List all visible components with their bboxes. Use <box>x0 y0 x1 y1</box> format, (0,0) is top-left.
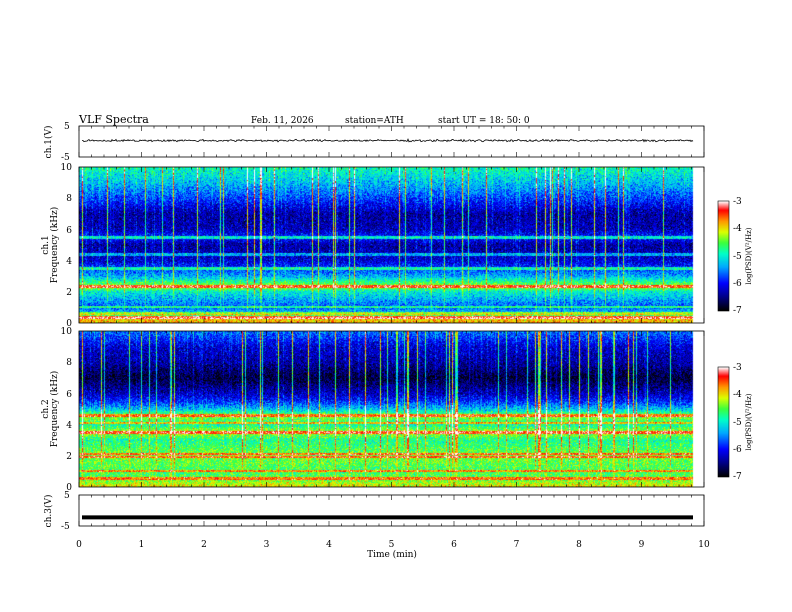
ch3-waveform-panel: 5 -5 ch.3(V) <box>43 491 705 532</box>
time-axis-tick-label: 3 <box>264 540 270 550</box>
time-axis-tick-label: 10 <box>698 540 710 550</box>
ch2-spec-ytick: 6 <box>66 390 72 400</box>
time-axis-tick-labels: 0 1 2 3 4 5 6 7 8 9 10 <box>76 540 710 550</box>
ch1-waveform-panel: 5 -5 ch.1(V) <box>43 122 705 163</box>
ch2-colorbar-tick: -5 <box>733 418 742 428</box>
ch2-colorbar-tick: -3 <box>733 363 742 373</box>
ch1-spec-ytick: 0 <box>66 319 72 329</box>
time-axis-label: Time (min) <box>367 549 417 560</box>
ch1-colorbar-tick: -6 <box>733 279 742 289</box>
ch3-ytick-top: 5 <box>64 491 70 501</box>
ch1-waveform-ylabel: ch.1(V) <box>43 126 54 159</box>
ch1-spec-ytick: 8 <box>66 194 72 204</box>
ch2-colorbar-gradient <box>718 367 729 477</box>
ch1-colorbar: -3 -4 -5 -6 -7 log(PSD)(V²/Hz) <box>717 197 753 316</box>
time-axis-tick-label: 9 <box>639 540 645 550</box>
ch1-ytick-top: 5 <box>64 122 70 132</box>
ch2-colorbar: -3 -4 -5 -6 -7 log(PSD)(V²/Hz) <box>717 363 753 482</box>
ch1-spec-ytick: 2 <box>66 288 72 298</box>
time-axis-tick-label: 2 <box>201 540 207 550</box>
ch1-spec-channel-label: ch.1 <box>41 235 51 254</box>
ch1-spec-frequency-label: Frequency (kHz) <box>49 207 60 284</box>
ch2-colorbar-tick: -4 <box>733 390 742 400</box>
ch3-ytick-bottom: -5 <box>61 522 70 532</box>
ch2-spec-ytick: 10 <box>61 327 73 337</box>
station-label: station=ATH <box>345 116 404 126</box>
ch1-spectrogram-panel: 0 2 4 6 8 10 ch.1 Frequency (kHz) -3 -4 … <box>41 163 753 329</box>
ch1-colorbar-tick: -7 <box>733 306 742 316</box>
time-axis-tick-label: 4 <box>326 540 332 550</box>
ch1-colorbar-tick: -3 <box>733 197 742 207</box>
ch1-colorbar-label: log(PSD)(V²/Hz) <box>745 227 753 284</box>
ch2-colorbar-tick: -6 <box>733 445 742 455</box>
time-axis-tick-label: 8 <box>576 540 582 550</box>
ch1-spec-ytick: 6 <box>66 226 72 236</box>
ch1-spectrogram-image <box>79 167 704 323</box>
ch1-ytick-bottom: -5 <box>61 153 70 163</box>
ch1-colorbar-tick: -5 <box>733 252 742 262</box>
time-axis-tick-label: 0 <box>76 540 82 550</box>
ch2-spec-ytick: 0 <box>66 483 72 493</box>
time-tick-marks <box>78 126 705 526</box>
ch1-colorbar-frame <box>717 200 730 312</box>
time-axis-tick-label: 1 <box>139 540 145 550</box>
ch1-waveform-trace <box>81 138 694 143</box>
ch2-spec-frequency-label: Frequency (kHz) <box>49 371 60 448</box>
ch1-spec-y-ticks: 0 2 4 6 8 10 <box>61 163 73 329</box>
recording-date: Feb. 11, 2026 <box>251 116 314 126</box>
ch2-spec-ytick: 2 <box>66 452 72 462</box>
ch2-spec-channel-label: ch.2 <box>41 399 51 418</box>
ch2-spec-ytick: 4 <box>66 421 72 431</box>
ch2-colorbar-tick: -7 <box>733 472 742 482</box>
ch2-spec-ytick: 8 <box>66 358 72 368</box>
ch2-spec-y-ticks: 0 2 4 6 8 10 <box>61 327 73 493</box>
ch1-spec-ytick: 4 <box>66 257 72 267</box>
ch2-spectrogram-panel: 0 2 4 6 8 10 ch.2 Frequency (kHz) -3 -4 … <box>41 327 753 493</box>
ch3-y-ticks: 5 -5 <box>61 491 70 532</box>
time-axis-tick-label: 7 <box>514 540 520 550</box>
ch2-colorbar-frame <box>717 366 730 478</box>
ch2-spectrogram-image <box>79 331 704 487</box>
time-axis-tick-label: 5 <box>389 540 395 550</box>
ch1-colorbar-tick: -4 <box>733 224 742 234</box>
figure-title: VLF Spectra <box>78 113 149 126</box>
ch1-colorbar-gradient <box>718 201 729 311</box>
start-time-label: start UT = 18: 50: 0 <box>438 116 530 126</box>
ch1-y-ticks: 5 -5 <box>61 122 70 163</box>
ch2-colorbar-label: log(PSD)(V²/Hz) <box>745 393 753 450</box>
time-axis-tick-label: 6 <box>451 540 457 550</box>
ch1-spec-ytick: 10 <box>61 163 73 173</box>
ch3-waveform-ylabel: ch.3(V) <box>43 495 54 528</box>
